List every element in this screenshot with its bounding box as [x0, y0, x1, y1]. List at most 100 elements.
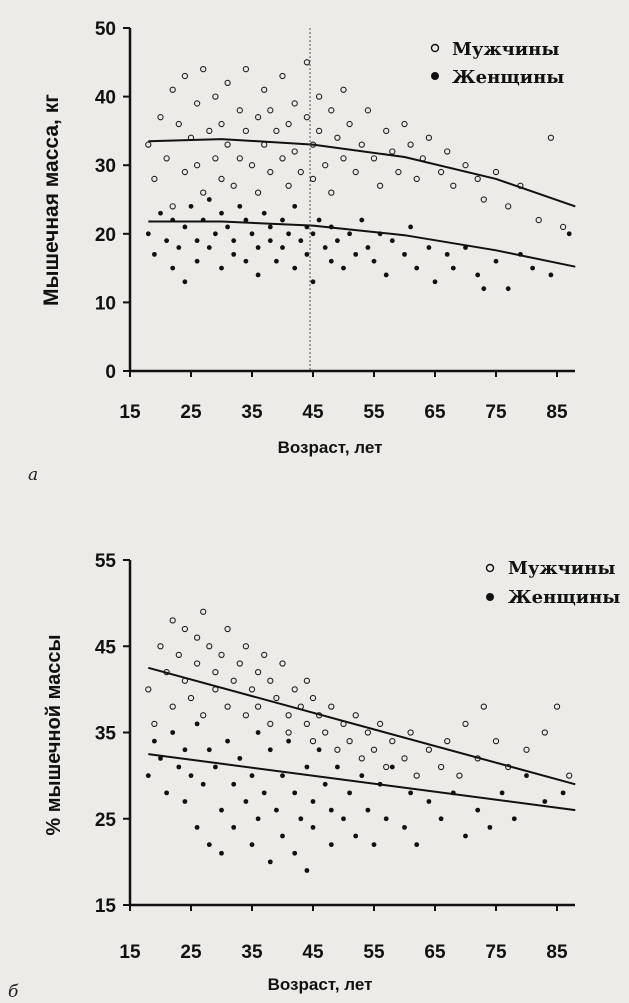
trends-a [148, 138, 576, 268]
point-women [347, 231, 352, 237]
point-men [212, 155, 219, 162]
point-women [335, 764, 340, 770]
point-women [511, 816, 517, 822]
x-tick-label: 25 [180, 402, 202, 423]
points-a [145, 59, 572, 292]
x-tick-label: 15 [119, 402, 141, 423]
point-women [188, 773, 194, 779]
legend-men-marker-b [485, 563, 495, 573]
point-men [364, 107, 372, 114]
point-women [371, 258, 377, 264]
point-men [254, 114, 262, 121]
point-women [310, 799, 316, 804]
point-women [231, 781, 237, 787]
point-women [255, 245, 261, 250]
point-women [475, 807, 481, 813]
point-women [292, 850, 298, 856]
y-axis-title-a: Мышечная масса, кг [40, 94, 63, 306]
point-men [444, 737, 451, 745]
point-men [169, 86, 176, 93]
point-men [151, 175, 158, 183]
point-men [181, 168, 189, 176]
point-men [193, 162, 201, 169]
point-women [383, 816, 389, 822]
point-men [505, 203, 512, 210]
point-women [249, 842, 255, 848]
point-women [475, 272, 481, 278]
legend-women-label-a: Женщины [452, 67, 564, 88]
legend-men-label-b: Мужчины [508, 558, 615, 579]
point-women [243, 217, 249, 223]
y-tick-label: 40 [95, 88, 116, 109]
point-men [303, 59, 311, 66]
point-women [280, 245, 285, 250]
point-women [371, 842, 377, 848]
point-women [213, 764, 218, 770]
point-women [164, 238, 170, 244]
point-women [463, 833, 468, 839]
point-men [175, 651, 182, 659]
point-men [279, 660, 286, 667]
x-tick-label: 75 [485, 402, 507, 423]
point-men [425, 746, 433, 753]
point-women [280, 773, 285, 779]
panel-label-a: а [28, 465, 38, 485]
point-women [280, 217, 285, 223]
point-women [316, 217, 322, 223]
point-women [383, 272, 389, 278]
point-men [370, 746, 378, 753]
point-women [438, 816, 444, 822]
point-women [213, 231, 218, 237]
point-men [334, 746, 341, 753]
point-women [261, 790, 267, 796]
y-axis-title-b: % мышечной массы [43, 634, 65, 835]
point-men [322, 162, 329, 169]
point-men [480, 196, 487, 203]
point-women [359, 773, 365, 779]
legend-women-label-b: Женщины [508, 587, 620, 608]
point-men [248, 162, 256, 169]
point-women [261, 210, 267, 216]
point-women [158, 210, 163, 216]
trend-line-women [148, 753, 576, 812]
x-tick-label: 35 [241, 942, 263, 963]
xticks-b: 15 25 35 45 55 65 75 85 [119, 905, 568, 963]
point-women [219, 807, 224, 813]
point-women [328, 258, 334, 264]
point-men [389, 737, 396, 745]
point-men [309, 175, 317, 183]
point-men [352, 168, 359, 176]
point-women [499, 790, 505, 796]
point-men [444, 148, 451, 155]
point-men [553, 703, 561, 710]
point-women [341, 265, 346, 271]
point-men [230, 677, 237, 684]
point-men [291, 100, 298, 107]
point-women [176, 764, 182, 770]
point-men [407, 141, 414, 148]
point-men [145, 141, 152, 148]
point-men [218, 120, 225, 128]
point-men [273, 127, 280, 135]
point-women [310, 231, 316, 237]
point-men [169, 703, 176, 710]
point-women [206, 842, 212, 848]
point-men [346, 737, 353, 745]
point-women [408, 790, 413, 796]
point-men [358, 141, 365, 148]
y-tick-label: 0 [105, 362, 116, 383]
point-men [212, 668, 219, 676]
point-men [193, 100, 201, 107]
point-women [359, 217, 365, 223]
point-women [298, 816, 304, 822]
yticks-b: 15 25 35 45 55 [95, 551, 130, 917]
point-women [158, 755, 163, 761]
point-women [304, 868, 310, 873]
point-women [231, 251, 237, 257]
point-women [152, 251, 157, 257]
point-women [243, 799, 249, 804]
x-tick-label: 45 [302, 942, 324, 963]
point-women [304, 251, 310, 257]
point-women [194, 824, 200, 830]
point-men [279, 72, 286, 80]
